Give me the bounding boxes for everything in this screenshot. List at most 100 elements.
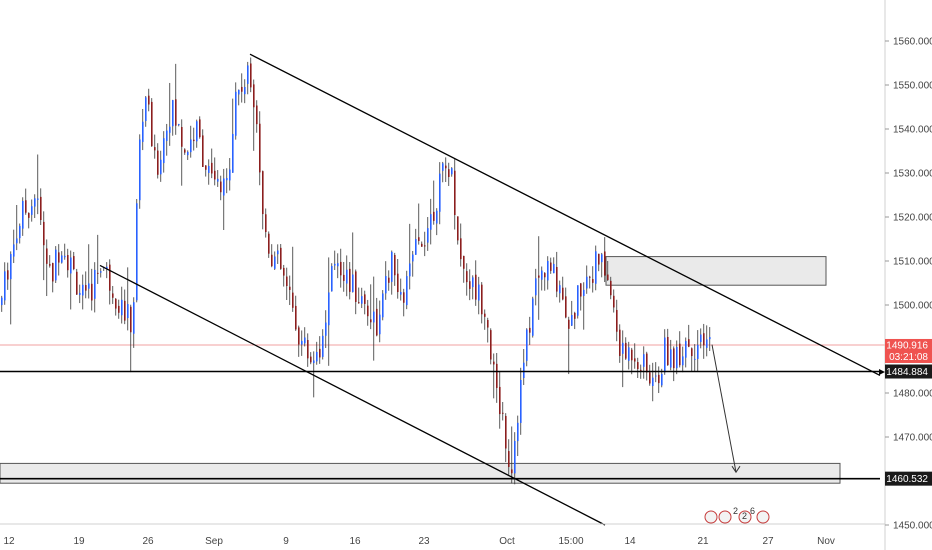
candle-body	[205, 165, 207, 170]
candle-body	[187, 151, 189, 156]
candle	[229, 158, 231, 191]
level-price-tag	[885, 364, 932, 379]
candle-body	[574, 312, 576, 319]
candle-body	[400, 292, 402, 295]
candle	[370, 284, 372, 330]
candle-body	[652, 377, 654, 387]
candle-body	[250, 63, 252, 88]
candle-body	[157, 150, 159, 175]
candle	[427, 217, 429, 251]
candle-body	[454, 170, 456, 216]
candle-body	[448, 169, 450, 177]
candle	[58, 244, 60, 276]
y-tick-label: 1520.000	[893, 213, 932, 224]
candle	[580, 282, 582, 311]
candle-body	[394, 254, 396, 276]
candle	[211, 148, 213, 179]
candle-body	[241, 86, 243, 92]
candle	[328, 257, 330, 366]
candle	[496, 352, 498, 403]
candle	[361, 287, 363, 309]
flag-icon[interactable]	[718, 510, 732, 524]
candle	[313, 351, 315, 398]
candle-body	[664, 337, 666, 373]
candle	[529, 316, 531, 345]
candle-body	[355, 271, 357, 302]
candle	[235, 82, 237, 140]
event-badges[interactable]: 2 2 6	[704, 506, 770, 524]
y-tick-label: 1540.000	[893, 125, 932, 136]
candle-body	[238, 89, 240, 95]
candle	[352, 232, 354, 293]
candle	[97, 234, 99, 284]
candle	[52, 262, 54, 293]
candle-body	[82, 284, 84, 296]
candle-body	[196, 121, 198, 142]
candle	[136, 199, 138, 303]
flag-icon[interactable]	[738, 510, 752, 524]
candle	[697, 330, 699, 372]
candle-body	[610, 280, 612, 296]
candle-body	[523, 362, 525, 379]
candle	[37, 154, 39, 215]
candle	[436, 208, 438, 236]
candle-body	[307, 339, 309, 359]
candle-body	[592, 279, 594, 283]
support-zone[interactable]	[0, 462, 841, 484]
candle-body	[436, 210, 438, 224]
candle-body	[442, 163, 444, 171]
candle-body	[418, 237, 420, 241]
x-tick-label: 15:00	[558, 536, 583, 547]
candle	[196, 119, 198, 148]
candle	[172, 99, 174, 136]
candle	[124, 289, 126, 325]
projection-arrow[interactable]	[711, 344, 737, 473]
candle-body	[469, 281, 471, 289]
upper-trendline[interactable]	[249, 53, 881, 376]
event-badge-count: 2	[742, 511, 747, 521]
candle-body	[277, 250, 279, 255]
candle	[583, 282, 585, 330]
candle	[559, 280, 561, 303]
candle-body	[433, 211, 435, 221]
candle	[676, 340, 678, 375]
candle	[700, 328, 702, 349]
candle	[349, 262, 351, 300]
candle	[532, 296, 534, 338]
flag-icon[interactable]	[756, 510, 770, 524]
flag-icon[interactable]	[704, 510, 718, 524]
drawings-layer[interactable]	[0, 53, 881, 526]
candle	[127, 267, 129, 331]
candle	[91, 268, 93, 311]
candle	[472, 275, 474, 300]
lower-trendline[interactable]	[99, 264, 606, 526]
candle-body	[688, 339, 690, 347]
candle	[262, 170, 264, 230]
candle	[595, 245, 597, 291]
x-tick-label: 12	[3, 536, 15, 547]
candle-body	[529, 327, 531, 333]
candle-body	[340, 261, 342, 276]
candle-body	[691, 348, 693, 357]
candle	[61, 251, 63, 264]
candle-body	[295, 305, 297, 330]
candle-body	[703, 333, 705, 346]
candle-body	[559, 285, 561, 294]
candle-body	[685, 341, 687, 358]
candle	[481, 282, 483, 324]
candle-body	[139, 139, 141, 201]
candle-body	[172, 100, 174, 127]
candle	[484, 309, 486, 330]
x-axis[interactable]: 12 19 26 Sep 9 16 23 Oct 15:00 14 21 27 Nov	[3, 536, 834, 547]
candle-body	[271, 254, 273, 267]
resistance-zone[interactable]	[605, 256, 827, 286]
candle-body	[514, 441, 516, 474]
candle-body	[148, 95, 150, 105]
candle	[517, 415, 519, 457]
candle-body	[352, 274, 354, 293]
candle	[409, 223, 411, 290]
candle	[274, 251, 276, 271]
candle-body	[499, 386, 501, 415]
candle-body	[697, 344, 699, 359]
